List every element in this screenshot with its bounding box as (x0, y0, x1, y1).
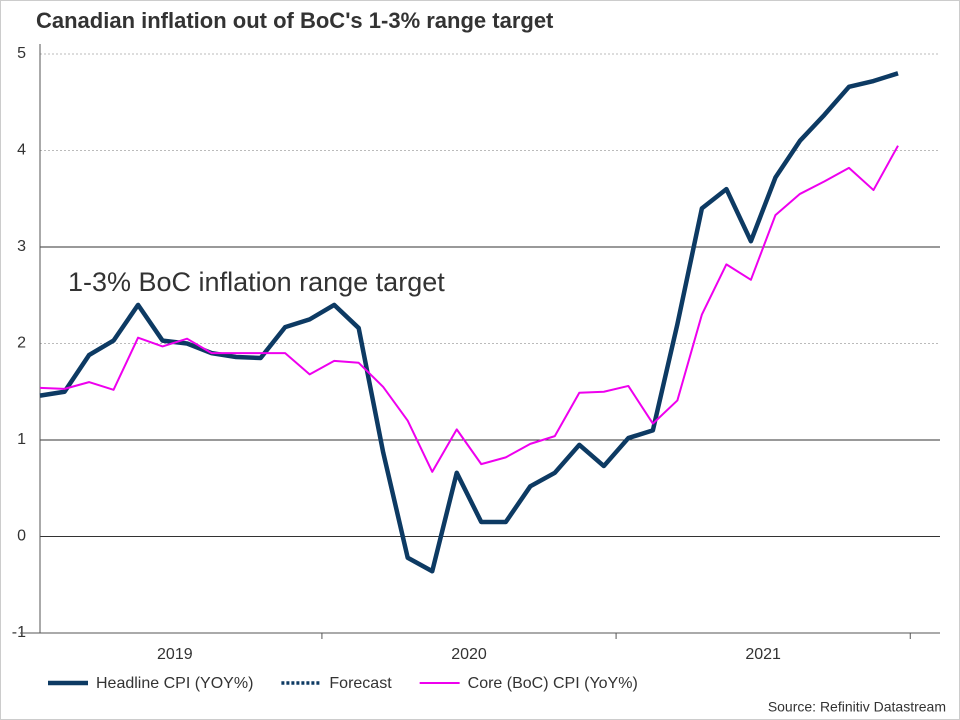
x-tick-label: 2019 (157, 646, 193, 663)
series-line (39, 145, 899, 473)
y-tick-label: 3 (17, 238, 26, 255)
y-tick-label: -1 (12, 624, 26, 641)
chart-title: Canadian inflation out of BoC's 1-3% ran… (36, 8, 554, 33)
legend-label: Core (BoC) CPI (YoY%) (468, 675, 638, 692)
y-tick-label: 5 (17, 45, 26, 62)
y-tick-label: 0 (17, 528, 26, 545)
annotation: 1-3% BoC inflation range target (68, 267, 445, 297)
x-tick-label: 2021 (745, 646, 781, 663)
x-tick-label: 2020 (451, 646, 487, 663)
legend-label: Forecast (329, 675, 392, 692)
source: Source: Refinitiv Datastream (768, 699, 946, 715)
series-line (39, 71, 899, 574)
y-tick-label: 4 (17, 142, 26, 159)
legend-label: Headline CPI (YOY%) (96, 675, 253, 692)
y-tick-label: 2 (17, 335, 26, 352)
y-tick-label: 1 (17, 431, 26, 448)
